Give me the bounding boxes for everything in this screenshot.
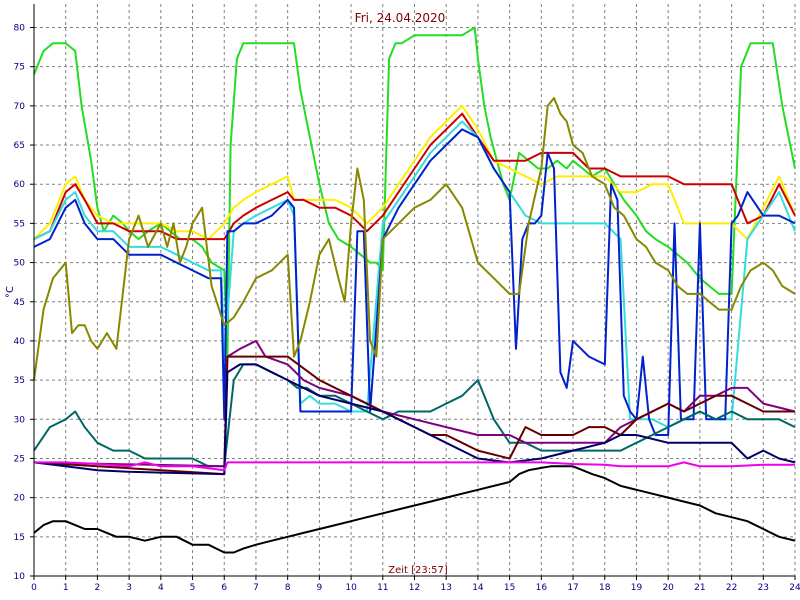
series-layer (33, 26, 796, 554)
x-tick-label: 12 (409, 583, 420, 593)
x-tick-label: 19 (631, 583, 643, 593)
x-tick-label: 6 (221, 583, 227, 593)
x-tick-label: 17 (567, 583, 578, 593)
y-tick-label: 15 (14, 533, 25, 543)
x-tick-label: 24 (789, 583, 800, 593)
x-tick-label: 20 (662, 583, 674, 593)
x-tick-label: 22 (726, 583, 737, 593)
series-line-3 (33, 112, 796, 241)
y-tick-label: 60 (14, 180, 26, 190)
y-tick-label: 10 (14, 572, 26, 582)
x-tick-label: 5 (190, 583, 196, 593)
x-tick-label: 0 (31, 583, 37, 593)
series-line-12 (33, 465, 796, 554)
y-axis-label: °C (5, 286, 16, 298)
y-tick-label: 40 (14, 337, 26, 347)
x-tick-label: 4 (158, 583, 164, 593)
x-tick-label: 13 (440, 583, 451, 593)
x-tick-label: 18 (599, 583, 611, 593)
x-tick-label: 2 (95, 583, 101, 593)
series-line-8 (33, 339, 796, 468)
series-line-4 (33, 120, 796, 429)
x-tick-label: 15 (504, 583, 515, 593)
x-tick-label: 10 (345, 583, 357, 593)
x-tick-label: 7 (253, 583, 259, 593)
y-tick-label: 50 (14, 259, 26, 269)
y-tick-label: 35 (14, 376, 25, 386)
tick-label-layer: 0 1 2 3 4 5 6 7 8 9 10 11 12 13 14 15 16 17 18 19 20 21 22 23 24… (14, 24, 800, 593)
y-tick-label: 30 (14, 415, 26, 425)
x-tick-label: 8 (285, 583, 291, 593)
series-line-9 (33, 355, 795, 476)
axis-layer (30, 4, 796, 580)
x-tick-label: 9 (317, 583, 323, 593)
x-tick-label: 1 (63, 583, 69, 593)
y-tick-label: 20 (14, 494, 26, 504)
y-tick-label: 25 (14, 454, 25, 464)
x-tick-label: 14 (472, 583, 484, 593)
x-tick-label: 23 (758, 583, 769, 593)
x-tick-label: 3 (126, 583, 132, 593)
series-line-2 (33, 104, 796, 241)
x-tick-label: 21 (694, 583, 705, 593)
y-tick-label: 75 (14, 63, 25, 73)
series-line-1 (33, 26, 796, 358)
series-line-10 (33, 363, 796, 476)
y-tick-label: 55 (14, 219, 25, 229)
y-tick-label: 80 (14, 24, 26, 34)
y-tick-label: 45 (14, 298, 25, 308)
y-tick-label: 65 (14, 141, 25, 151)
series-line-11 (34, 461, 795, 472)
x-axis-label: Zeit [23:57] (388, 565, 448, 576)
series-line-6 (33, 97, 796, 381)
x-tick-label: 11 (377, 583, 388, 593)
y-tick-label: 70 (14, 102, 26, 112)
chart-title: Fri, 24.04.2020 (355, 11, 446, 25)
x-tick-label: 16 (536, 583, 548, 593)
